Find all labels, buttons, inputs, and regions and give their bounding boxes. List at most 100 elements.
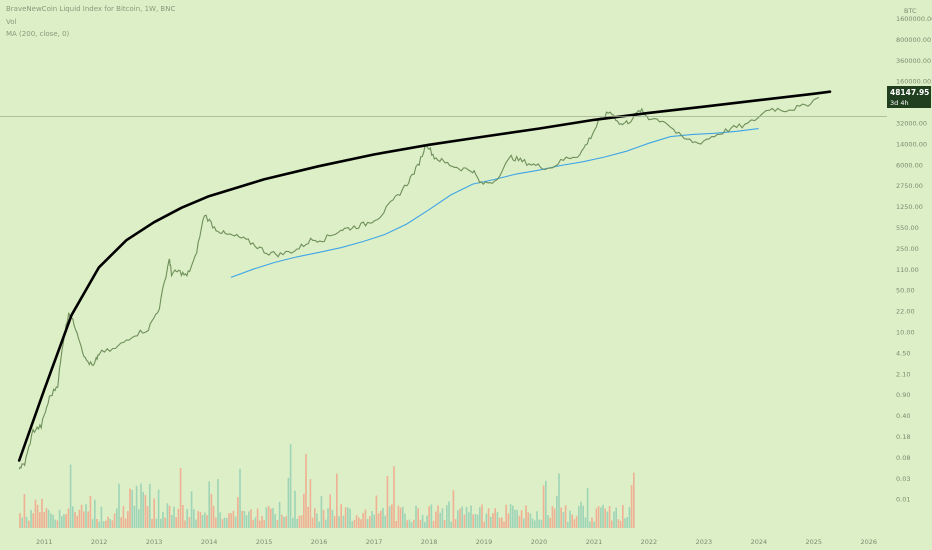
volume-bar <box>591 517 593 528</box>
price-tag-countdown: 3d 4h <box>890 99 909 107</box>
volume-bar <box>375 495 378 528</box>
volume-bar <box>186 509 188 528</box>
volume-bar <box>633 472 635 528</box>
volume-bar <box>30 509 32 528</box>
price-axis-label: 0.01 <box>896 496 910 504</box>
volume-bar <box>237 497 239 528</box>
price-axis-label: 32000.00 <box>896 120 927 128</box>
volume-bar <box>320 495 323 528</box>
volume-bar <box>197 511 199 528</box>
volume-bar <box>474 514 477 528</box>
volume-bar <box>171 515 173 528</box>
volume-bar <box>102 521 105 528</box>
volume-bar <box>34 499 37 528</box>
volume-bar <box>274 514 276 528</box>
price-series-line <box>18 96 820 470</box>
time-axis-label: 2022 <box>641 538 658 546</box>
volume-bar <box>421 514 424 528</box>
volume-bar <box>168 505 171 528</box>
volume-bar <box>241 510 243 528</box>
volume-bar <box>133 505 136 528</box>
volume-bar <box>540 519 543 528</box>
volume-bar <box>212 506 215 528</box>
volume-bar <box>586 488 589 528</box>
price-axis-label: 800000.00 <box>896 36 931 44</box>
volume-bar <box>309 479 312 528</box>
price-axis-label: 0.40 <box>896 412 910 420</box>
volume-bar <box>316 513 318 528</box>
volume-bar <box>461 506 463 528</box>
volume-bar <box>41 498 43 528</box>
volume-bar <box>80 504 83 528</box>
volume-bar <box>230 513 232 528</box>
volume-bar <box>289 444 292 528</box>
volume-bar <box>538 519 540 528</box>
volume-bar <box>32 513 34 528</box>
volume-bar <box>593 521 595 528</box>
volume-bar <box>408 519 411 528</box>
price-axis-label: 50.00 <box>896 287 915 295</box>
volume-bar <box>351 521 353 528</box>
volume-bar <box>325 519 327 528</box>
volume-bar <box>382 507 384 528</box>
volume-bar <box>21 517 23 528</box>
volume-bar <box>443 520 446 528</box>
volume-bar <box>56 520 59 528</box>
volume-bar <box>245 515 248 528</box>
volume-bar <box>338 516 340 528</box>
volume-bar <box>149 483 151 528</box>
volume-bar <box>276 520 279 528</box>
volume-bar <box>270 508 272 528</box>
volume-bar <box>43 512 45 528</box>
volume-bar <box>201 515 204 528</box>
volume-bar <box>226 518 228 528</box>
price-line-group <box>18 96 820 470</box>
volume-bar <box>272 507 274 528</box>
volume-bar <box>347 507 349 528</box>
volume-bar <box>527 512 529 528</box>
curve-annotation-line <box>17 90 832 462</box>
volume-bar <box>23 494 26 528</box>
volume-bar <box>410 521 413 528</box>
volume-bar <box>496 512 499 528</box>
volume-bar <box>109 519 111 528</box>
volume-bar <box>78 509 81 528</box>
volume-bar <box>602 504 604 528</box>
ma-series-line <box>230 128 759 278</box>
volume-bar <box>142 491 144 528</box>
volume-bar <box>307 506 309 528</box>
volume-bar <box>89 495 92 528</box>
volume-bar <box>294 490 296 528</box>
volume-bar <box>54 519 56 528</box>
volume-bar <box>454 519 457 528</box>
price-axis-label: 110.00 <box>896 266 919 274</box>
volume-bar <box>47 509 50 528</box>
volume-bar <box>457 510 459 528</box>
volume-bar <box>177 508 180 528</box>
price-axis-label: 22.00 <box>896 308 915 316</box>
volume-bar <box>571 514 573 528</box>
volume-bar <box>562 512 565 528</box>
volume-bar <box>85 504 87 528</box>
volume-bar <box>369 516 371 528</box>
volume-bar <box>331 509 334 528</box>
volume-bar <box>485 513 488 528</box>
volume-bar <box>564 505 567 528</box>
volume-bar <box>547 515 549 528</box>
volume-bar <box>364 509 367 528</box>
volume-bar <box>327 508 329 528</box>
time-axis-label: 2024 <box>751 538 768 546</box>
volume-bar <box>336 473 338 528</box>
volume-bar <box>107 516 109 528</box>
price-axis-label: 2.10 <box>896 370 910 378</box>
volume-bar <box>252 519 254 528</box>
volume-bar <box>195 519 197 528</box>
volume-bar <box>45 508 48 528</box>
time-axis-label: 2023 <box>696 538 713 546</box>
time-axis[interactable]: 2011 2012 2013 2014 2015 2016 2017 2018 2019 2020… <box>36 538 877 546</box>
volume-bar <box>531 518 534 528</box>
volume-bar <box>105 520 107 528</box>
